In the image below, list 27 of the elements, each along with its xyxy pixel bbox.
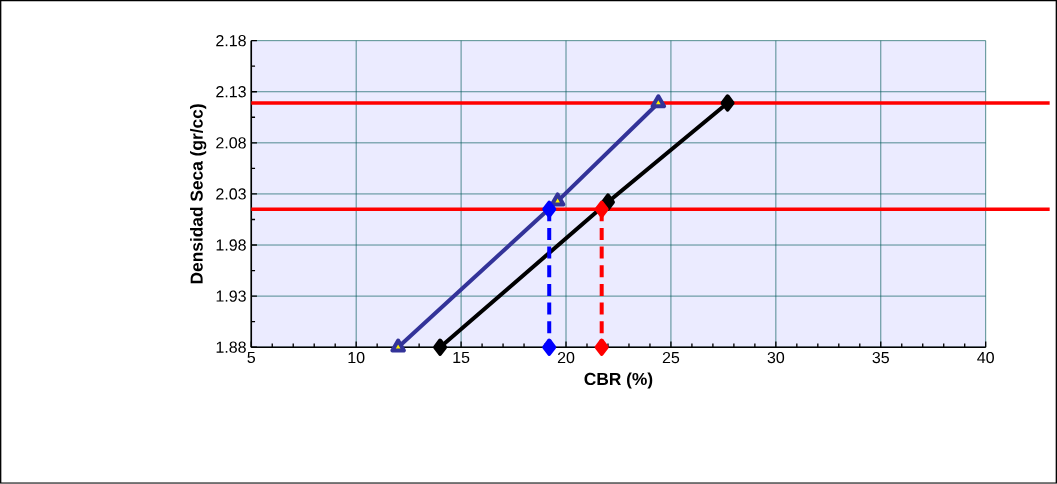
- y-tick-label: 2.13: [216, 86, 246, 98]
- x-axis-title: CBR (%): [584, 372, 653, 389]
- x-tick-label: 40: [977, 352, 994, 364]
- point: [433, 338, 448, 356]
- y-tick-label: 1.88: [216, 341, 246, 353]
- point: [650, 94, 667, 109]
- x-tick-label: 15: [453, 352, 470, 364]
- x-tick-label: 30: [767, 352, 785, 364]
- y-axis-title: Densidad Seca (gr/cc): [190, 104, 207, 284]
- x-tick-label: 5: [247, 352, 256, 364]
- point: [549, 192, 566, 207]
- point: [542, 200, 557, 218]
- x-tick-label: 20: [557, 352, 575, 364]
- y-tick-label: 2.18: [216, 35, 246, 47]
- point: [390, 338, 406, 353]
- point: [542, 338, 557, 356]
- y-tick-label: 2.08: [216, 137, 246, 149]
- y-tick-label: 1.93: [216, 290, 246, 302]
- point: [600, 193, 615, 211]
- x-tick-label: 35: [872, 352, 889, 364]
- x-tick-label: 10: [348, 352, 365, 364]
- point: [594, 200, 609, 218]
- x-tick-label: 25: [662, 352, 680, 364]
- y-tick-label: 1.98: [216, 239, 246, 251]
- y-tick-label: 2.03: [216, 188, 246, 200]
- point: [594, 338, 609, 356]
- point: [720, 94, 735, 112]
